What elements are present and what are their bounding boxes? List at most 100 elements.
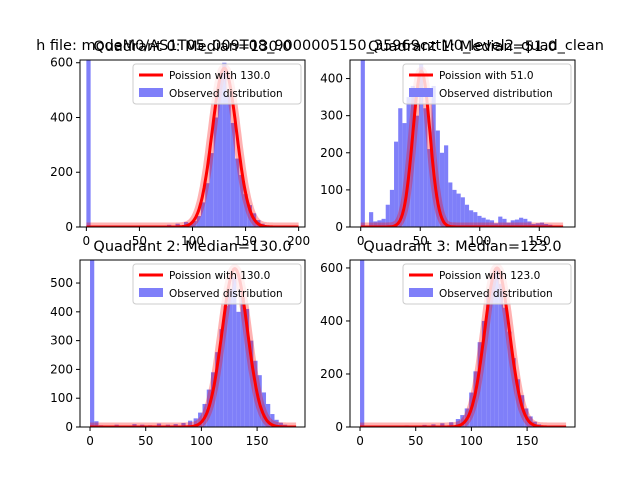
histogram-bar [515, 379, 520, 427]
histogram-bar [502, 218, 507, 227]
histogram-bar [249, 340, 254, 427]
histogram-bar [494, 267, 499, 427]
poisson-curve [360, 69, 564, 227]
x-tick-label: 100 [468, 234, 491, 248]
x-tick-label: 150 [516, 434, 539, 448]
histogram-bar [266, 403, 271, 427]
histogram-bar [261, 392, 267, 427]
histogram-bar [373, 221, 378, 227]
x-tick-label: 150 [528, 234, 551, 248]
histogram-bar [369, 212, 374, 227]
histogram-bar [503, 307, 508, 427]
histogram-bar [94, 421, 99, 427]
subplot-quadrant-3: 0 50 100 150 0 200 400 600 Quadrant 3: Median=12… [320, 239, 576, 448]
histogram-bar [460, 415, 465, 427]
subplot-title: Quadrant 2: Median=130.0 [93, 239, 291, 255]
y-tick-label: 200 [320, 146, 343, 160]
histogram-bar [449, 422, 454, 427]
y-tick-label: 100 [50, 391, 73, 405]
histogram-bar [469, 210, 474, 227]
x-tick-label: 0 [357, 234, 365, 248]
histogram-bar [198, 412, 203, 427]
legend: Poission with 130.0 Observed distribution [132, 63, 302, 105]
y-tick-label: 0 [65, 420, 73, 434]
histogram-bar [485, 219, 490, 227]
y-tick-label: 600 [320, 261, 343, 275]
histogram-bar [473, 212, 478, 227]
y-tick-label: 400 [50, 305, 73, 319]
histogram-bar [232, 277, 237, 427]
x-tick-label: 100 [181, 234, 204, 248]
histogram-bar [452, 189, 457, 227]
histogram-bar [240, 297, 245, 427]
y-tick-label: 200 [50, 362, 73, 376]
axes-frame [79, 259, 306, 428]
plot-area [356, 260, 570, 427]
histogram-bar [360, 260, 365, 427]
histogram-bar [234, 158, 240, 227]
subplot-quadrant-1: 0 50 100 150 0 100 200 300 400 Quadrant 1: Median… [320, 39, 576, 248]
axes-frame [349, 259, 576, 428]
histogram-bar [239, 174, 244, 227]
legend-label-poisson: Poission with 130.0 [169, 70, 270, 82]
histogram-bar [243, 194, 248, 227]
histogram-bar [213, 117, 218, 227]
histogram-bar [477, 215, 482, 227]
histogram-bar [527, 221, 532, 227]
subplot-title: Quadrant 0: Median=130.0 [93, 39, 291, 55]
x-tick-label: 50 [132, 234, 147, 248]
histogram-bar [511, 358, 516, 427]
histogram-bar [205, 183, 210, 227]
histogram-bar [473, 371, 478, 427]
histogram-bar [494, 223, 499, 227]
x-tick-label: 50 [408, 434, 423, 448]
x-tick-label: 50 [138, 434, 153, 448]
histogram-bar [210, 372, 216, 427]
histogram-bar [498, 216, 503, 227]
histogram-bar [481, 320, 487, 427]
poisson-curve [359, 266, 567, 427]
x-tick-label: 200 [287, 234, 310, 248]
histogram-bar [519, 217, 524, 227]
histogram-bar [215, 352, 220, 427]
subplot-title: Quadrant 3: Median=123.0 [363, 239, 561, 255]
histogram-bar [193, 418, 198, 427]
histogram-bar [385, 204, 390, 227]
histogram-bar [431, 85, 436, 227]
y-tick-label: 300 [50, 334, 73, 348]
histogram-bar [535, 223, 540, 227]
histogram-bar [448, 182, 453, 227]
histogram-bar [196, 216, 201, 227]
poisson-curve [89, 267, 297, 427]
histogram-bar [223, 306, 228, 427]
histogram-bar [188, 420, 193, 427]
y-tick-label: 0 [335, 220, 343, 234]
y-tick-label: 100 [320, 183, 343, 197]
legend-patch-swatch [409, 288, 433, 297]
x-tick-label: 50 [413, 234, 428, 248]
histogram-bar [200, 202, 206, 227]
histogram-bar [427, 149, 432, 227]
histogram-bar [192, 220, 197, 227]
histogram-bar [455, 419, 461, 427]
histogram-bar [278, 422, 283, 427]
x-tick-label: 150 [234, 234, 257, 248]
histogram-bar [481, 217, 486, 227]
legend-box [132, 263, 302, 305]
histogram-bar [175, 223, 180, 227]
subplot-grid: 0 50 100 150 200 0 200 400 600 Quadrant 0: Median… [50, 39, 576, 448]
plot-area [357, 60, 567, 227]
histogram-bar [222, 62, 227, 227]
histogram-bar [274, 419, 279, 427]
histogram-bar [389, 189, 395, 227]
histogram-bar [219, 329, 224, 427]
histogram-bar [406, 97, 411, 227]
subplot-quadrant-0: 0 50 100 150 200 0 200 400 600 Quadrant 0: Median… [50, 39, 310, 248]
histogram-bar [419, 63, 424, 227]
histogram-bar [510, 220, 515, 227]
histogram-bar [439, 152, 445, 227]
histogram-bar [486, 294, 491, 427]
legend-patch-swatch [139, 288, 163, 297]
y-tick-label: 200 [320, 367, 343, 381]
